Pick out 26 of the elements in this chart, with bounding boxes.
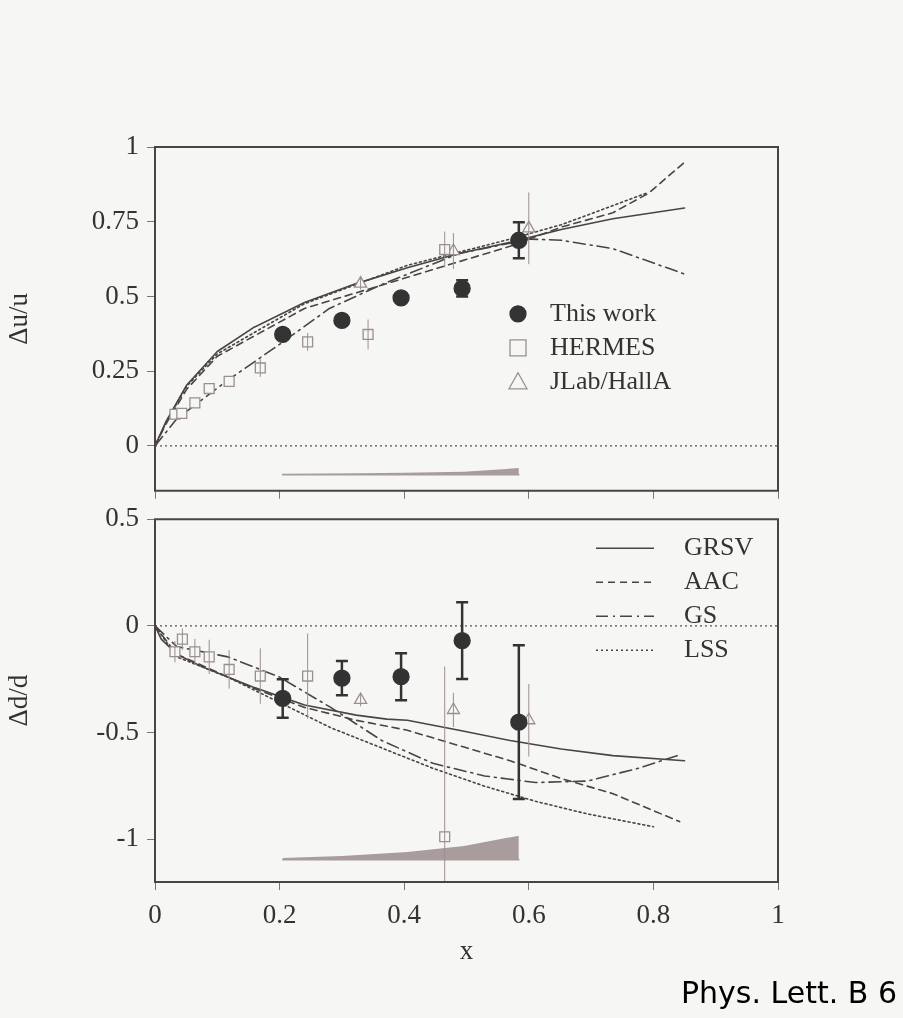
legend-label: GS [684,600,718,630]
y-tick-label: -1 [116,822,139,853]
x-tick-label: 0.2 [262,899,297,930]
x-tick-label: 0.4 [387,899,422,930]
y-tick-label: 0.75 [91,204,139,235]
x-tick-label: 1 [771,899,785,930]
y-tick-label: 0.25 [91,354,139,385]
x-tick-label: 0.6 [511,899,546,930]
y-tick-label: 1 [125,130,139,161]
y-tick-label: 0.5 [105,502,139,533]
x-tick-label: 0 [148,899,162,930]
legend-label: JLab/HallA [550,365,672,395]
y-tick-label: 0.5 [105,279,139,310]
y-axis-title: Δd/d [3,674,34,727]
x-tick-label: 0.8 [636,899,671,930]
legend-label: This work [550,297,657,327]
text: Phys. Lett. B 6 [680,974,897,1010]
legend-label: LSS [684,634,729,664]
y-tick-label: 0 [125,609,139,639]
y-axis-title: Δu/u [3,292,34,345]
legend-label: HERMES [550,331,656,361]
legend-label: GRSV [684,532,754,562]
y-tick-label: 0 [125,429,139,460]
legend-label: AAC [684,566,739,596]
y-tick-label: -0.5 [96,715,139,746]
x-axis-title: x [459,934,474,965]
